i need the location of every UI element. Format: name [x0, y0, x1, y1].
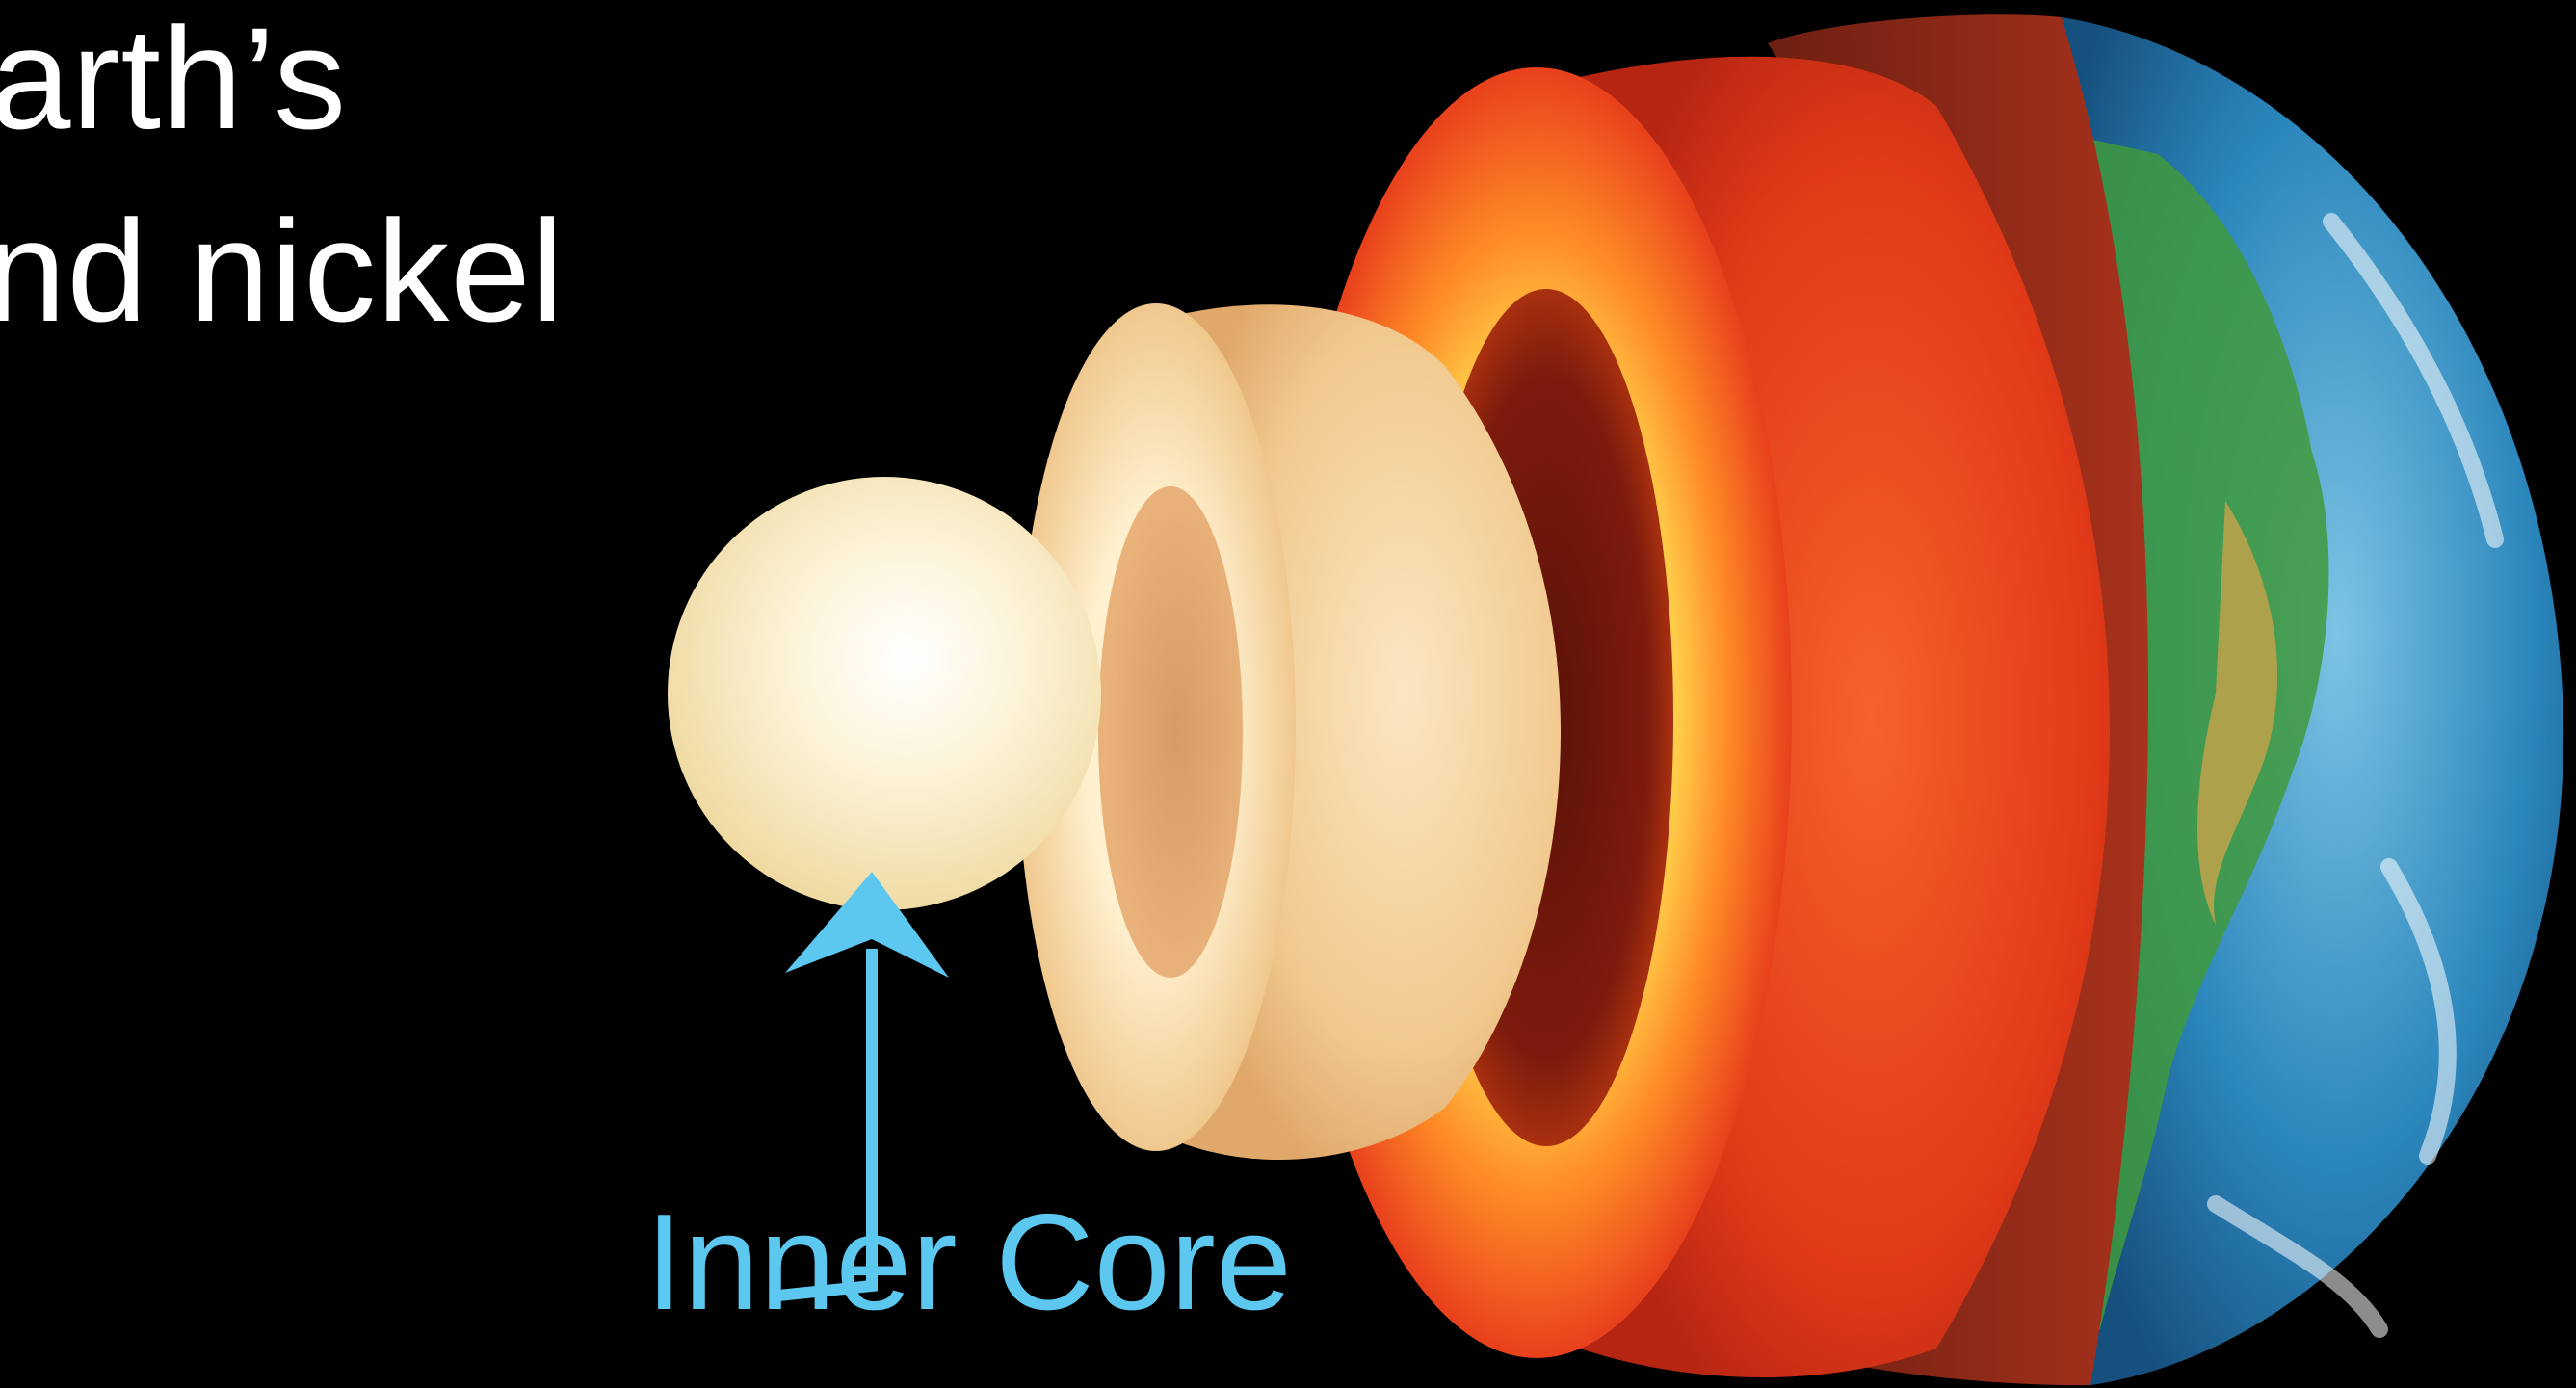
slide-title-line-2: nd nickel [0, 190, 565, 352]
inner-core-label: Inner Core [645, 1186, 1292, 1339]
callout-arrow [777, 872, 949, 1301]
slide-title-line-1: arth’s [0, 0, 348, 159]
up-arrow-icon [785, 872, 949, 978]
earth-surface-clouds [2207, 213, 2504, 1338]
earth-surface-desert [2197, 501, 2278, 925]
inner-core-sphere [668, 477, 1101, 910]
outer-core-layer [1016, 303, 1561, 1161]
outer-core-inner-cavity [1098, 486, 1243, 978]
callout-arrow-shaft [777, 949, 878, 1301]
